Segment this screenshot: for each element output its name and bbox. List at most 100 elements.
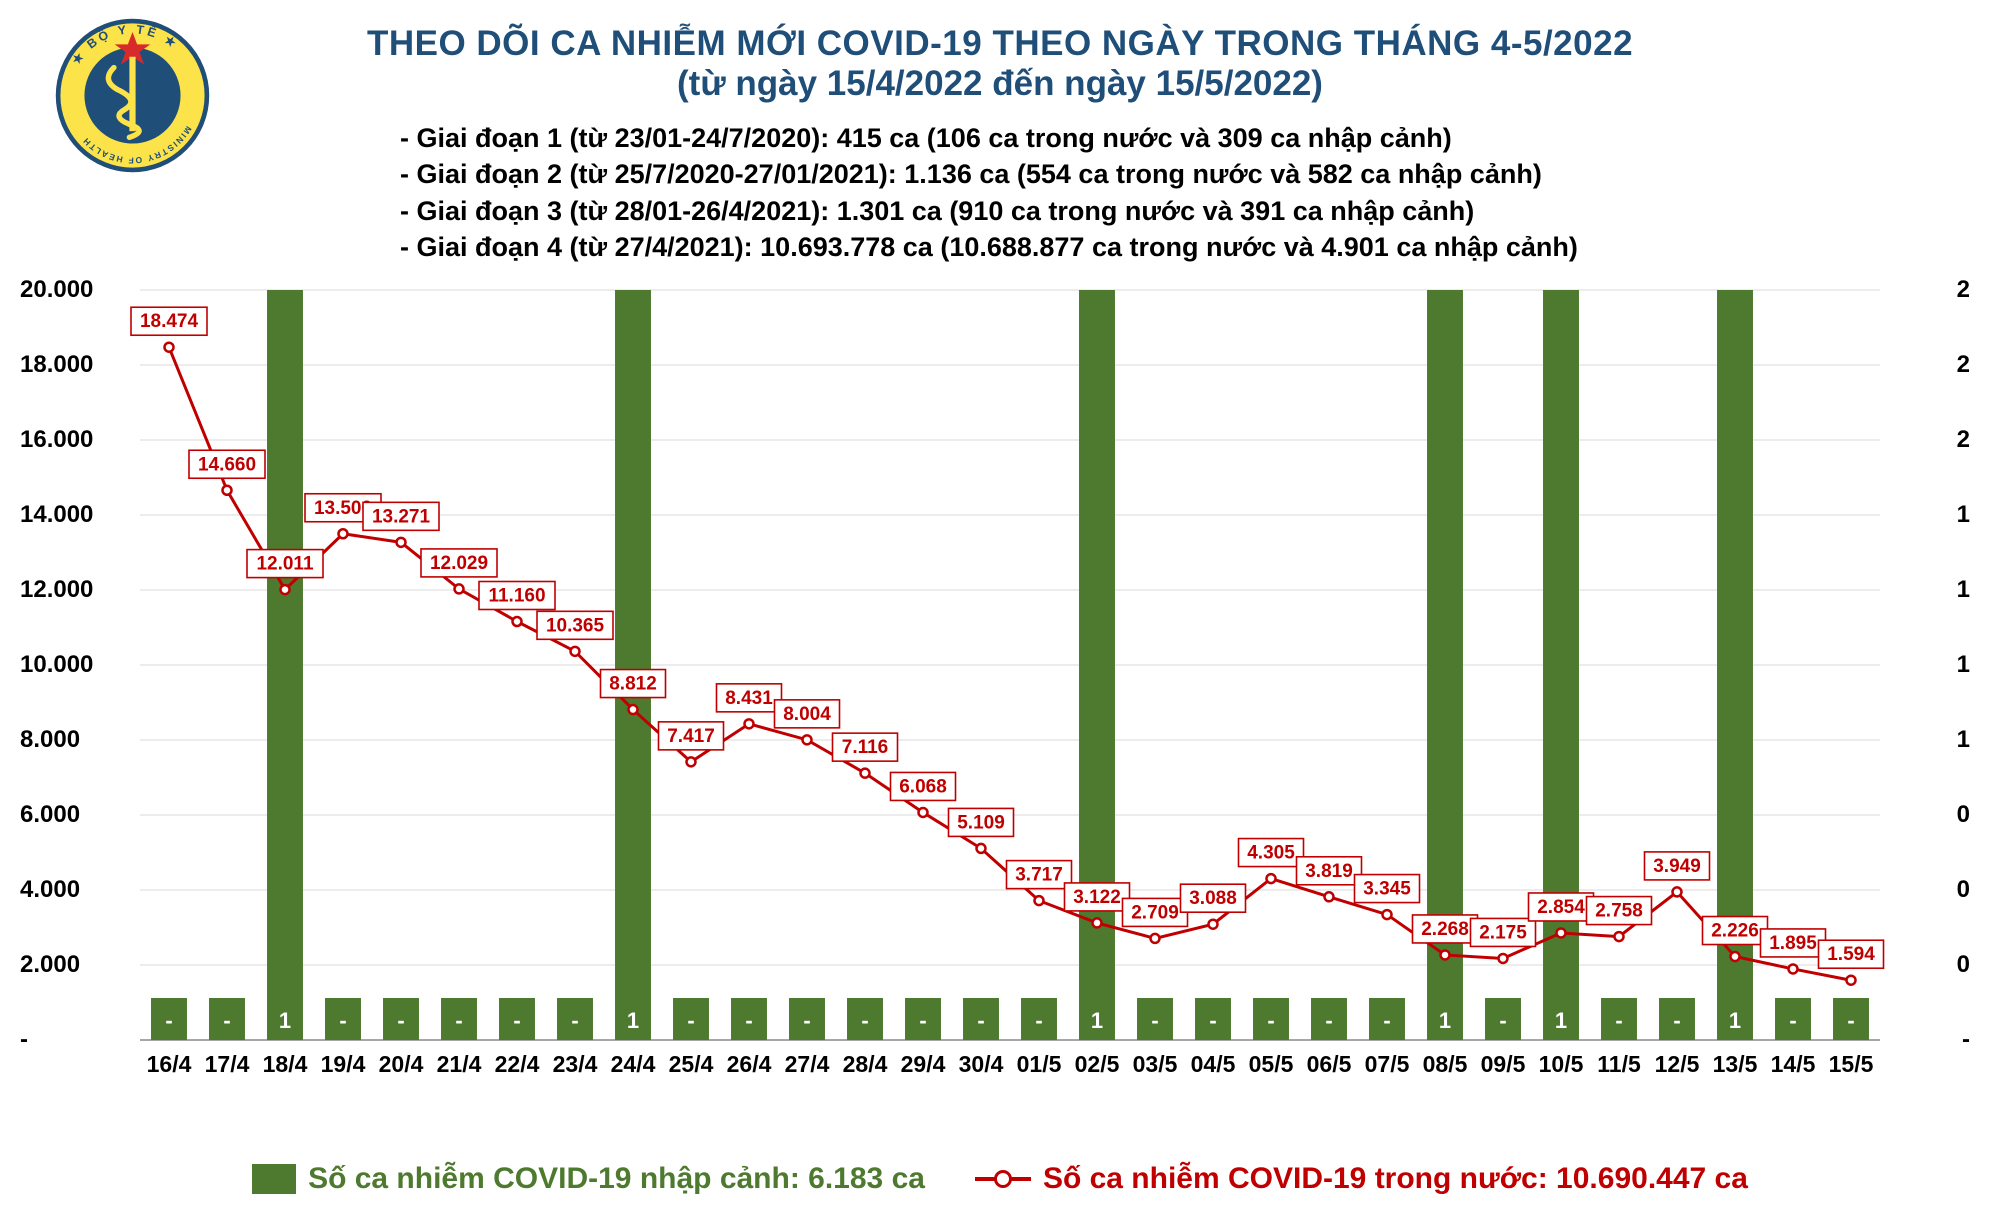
y-right-tick: 2 (1957, 426, 1970, 454)
svg-text:17/4: 17/4 (205, 1051, 250, 1077)
svg-text:3.122: 3.122 (1073, 887, 1121, 908)
svg-text:23/4: 23/4 (553, 1051, 598, 1077)
svg-text:04/5: 04/5 (1191, 1051, 1236, 1077)
y-left-tick: 20.000 (20, 276, 93, 304)
svg-text:15/5: 15/5 (1829, 1051, 1874, 1077)
svg-text:29/4: 29/4 (901, 1051, 946, 1077)
svg-text:01/5: 01/5 (1017, 1051, 1062, 1077)
y-left-tick: 18.000 (20, 351, 93, 379)
y-right-tick: 2 (1957, 351, 1970, 379)
y-left-tick: 6.000 (20, 801, 80, 829)
svg-text:1: 1 (627, 1008, 639, 1033)
svg-text:06/5: 06/5 (1307, 1051, 1352, 1077)
svg-text:-: - (919, 1008, 926, 1033)
legend-bars-label: Số ca nhiễm COVID-19 nhập cảnh: 6.183 ca (308, 1162, 925, 1196)
svg-text:11.160: 11.160 (488, 586, 545, 607)
svg-text:-: - (1499, 1008, 1506, 1033)
svg-text:19/4: 19/4 (321, 1051, 366, 1077)
svg-text:6.068: 6.068 (899, 776, 947, 797)
svg-text:09/5: 09/5 (1481, 1051, 1526, 1077)
svg-text:-: - (165, 1008, 172, 1033)
svg-text:20/4: 20/4 (379, 1051, 424, 1077)
y-right-tick: 2 (1957, 276, 1970, 304)
svg-text:16/4: 16/4 (147, 1051, 192, 1077)
svg-text:-: - (571, 1008, 578, 1033)
note-line-3: - Giai đoạn 3 (từ 28/01-26/4/2021): 1.30… (400, 193, 1578, 229)
svg-text:-: - (1209, 1008, 1216, 1033)
legend-line: Số ca nhiễm COVID-19 trong nước: 10.690.… (975, 1162, 1748, 1196)
svg-text:-: - (339, 1008, 346, 1033)
svg-text:11/5: 11/5 (1597, 1051, 1641, 1077)
svg-text:1: 1 (279, 1008, 291, 1033)
y-left-tick: 2.000 (20, 951, 80, 979)
svg-text:-: - (1789, 1008, 1796, 1033)
svg-text:12/5: 12/5 (1655, 1051, 1700, 1077)
svg-text:1: 1 (1091, 1008, 1103, 1033)
svg-text:-: - (1151, 1008, 1158, 1033)
svg-text:08/5: 08/5 (1423, 1051, 1468, 1077)
note-line-1: - Giai đoạn 1 (từ 23/01-24/7/2020): 415 … (400, 120, 1578, 156)
y-left-tick: 4.000 (20, 876, 80, 904)
svg-text:-: - (977, 1008, 984, 1033)
y-right-tick: 0 (1957, 951, 1970, 979)
svg-text:-: - (1325, 1008, 1332, 1033)
svg-text:8.431: 8.431 (725, 688, 773, 709)
svg-text:-: - (861, 1008, 868, 1033)
svg-text:24/4: 24/4 (611, 1051, 656, 1077)
svg-text:05/5: 05/5 (1249, 1051, 1294, 1077)
y-left-tick: 14.000 (20, 501, 93, 529)
svg-text:30/4: 30/4 (959, 1051, 1004, 1077)
svg-text:27/4: 27/4 (785, 1051, 830, 1077)
svg-text:13.271: 13.271 (372, 506, 431, 527)
legend-line-swatch (975, 1177, 1031, 1181)
svg-text:1: 1 (1439, 1008, 1451, 1033)
svg-text:-: - (1035, 1008, 1042, 1033)
svg-text:02/5: 02/5 (1075, 1051, 1120, 1077)
svg-text:-: - (223, 1008, 230, 1033)
svg-text:7.417: 7.417 (667, 726, 715, 747)
chart-title-sub: (từ ngày 15/4/2022 đến ngày 15/5/2022) (0, 64, 2000, 104)
svg-text:-: - (1615, 1008, 1622, 1033)
svg-text:3.345: 3.345 (1363, 879, 1411, 900)
svg-text:3.088: 3.088 (1189, 888, 1237, 909)
svg-text:-: - (1673, 1008, 1680, 1033)
y-right-tick: 1 (1957, 651, 1970, 679)
svg-text:12.011: 12.011 (256, 554, 313, 575)
chart-legend: Số ca nhiễm COVID-19 nhập cảnh: 6.183 ca… (0, 1162, 2000, 1196)
svg-text:07/5: 07/5 (1365, 1051, 1410, 1077)
svg-text:-: - (803, 1008, 810, 1033)
chart-svg: --1-----1-------1-----1-1--1--18.47414.6… (110, 280, 1910, 1100)
svg-text:12.029: 12.029 (430, 553, 488, 574)
svg-text:03/5: 03/5 (1133, 1051, 1178, 1077)
note-line-2: - Giai đoạn 2 (từ 25/7/2020-27/01/2021):… (400, 156, 1578, 192)
svg-text:18/4: 18/4 (263, 1051, 308, 1077)
svg-text:14/5: 14/5 (1771, 1051, 1816, 1077)
y-left-tick: - (20, 1026, 28, 1054)
svg-text:3.717: 3.717 (1015, 865, 1063, 886)
svg-text:1.895: 1.895 (1769, 933, 1817, 954)
svg-text:4.305: 4.305 (1247, 843, 1295, 864)
svg-text:1: 1 (1555, 1008, 1567, 1033)
svg-text:2.709: 2.709 (1131, 902, 1179, 923)
y-right-tick: 1 (1957, 501, 1970, 529)
svg-text:1.594: 1.594 (1827, 944, 1875, 965)
legend-line-label: Số ca nhiễm COVID-19 trong nước: 10.690.… (1043, 1162, 1748, 1196)
legend-bars-swatch (252, 1164, 296, 1194)
chart-notes: - Giai đoạn 1 (từ 23/01-24/7/2020): 415 … (400, 120, 1578, 266)
svg-text:28/4: 28/4 (843, 1051, 888, 1077)
covid-chart: --1-----1-------1-----1-1--1--18.47414.6… (110, 280, 1910, 1100)
svg-text:-: - (745, 1008, 752, 1033)
y-right-tick: 1 (1957, 576, 1970, 604)
svg-text:22/4: 22/4 (495, 1051, 540, 1077)
legend-bars: Số ca nhiễm COVID-19 nhập cảnh: 6.183 ca (252, 1162, 925, 1196)
y-right-tick: - (1962, 1026, 1970, 1054)
svg-text:-: - (397, 1008, 404, 1033)
svg-text:-: - (455, 1008, 462, 1033)
svg-text:25/4: 25/4 (669, 1051, 714, 1077)
svg-text:2.854: 2.854 (1537, 897, 1585, 918)
svg-text:18.474: 18.474 (140, 311, 199, 332)
svg-text:14.660: 14.660 (198, 454, 256, 475)
svg-text:13/5: 13/5 (1713, 1051, 1758, 1077)
y-right-tick: 0 (1957, 876, 1970, 904)
y-right-tick: 1 (1957, 726, 1970, 754)
